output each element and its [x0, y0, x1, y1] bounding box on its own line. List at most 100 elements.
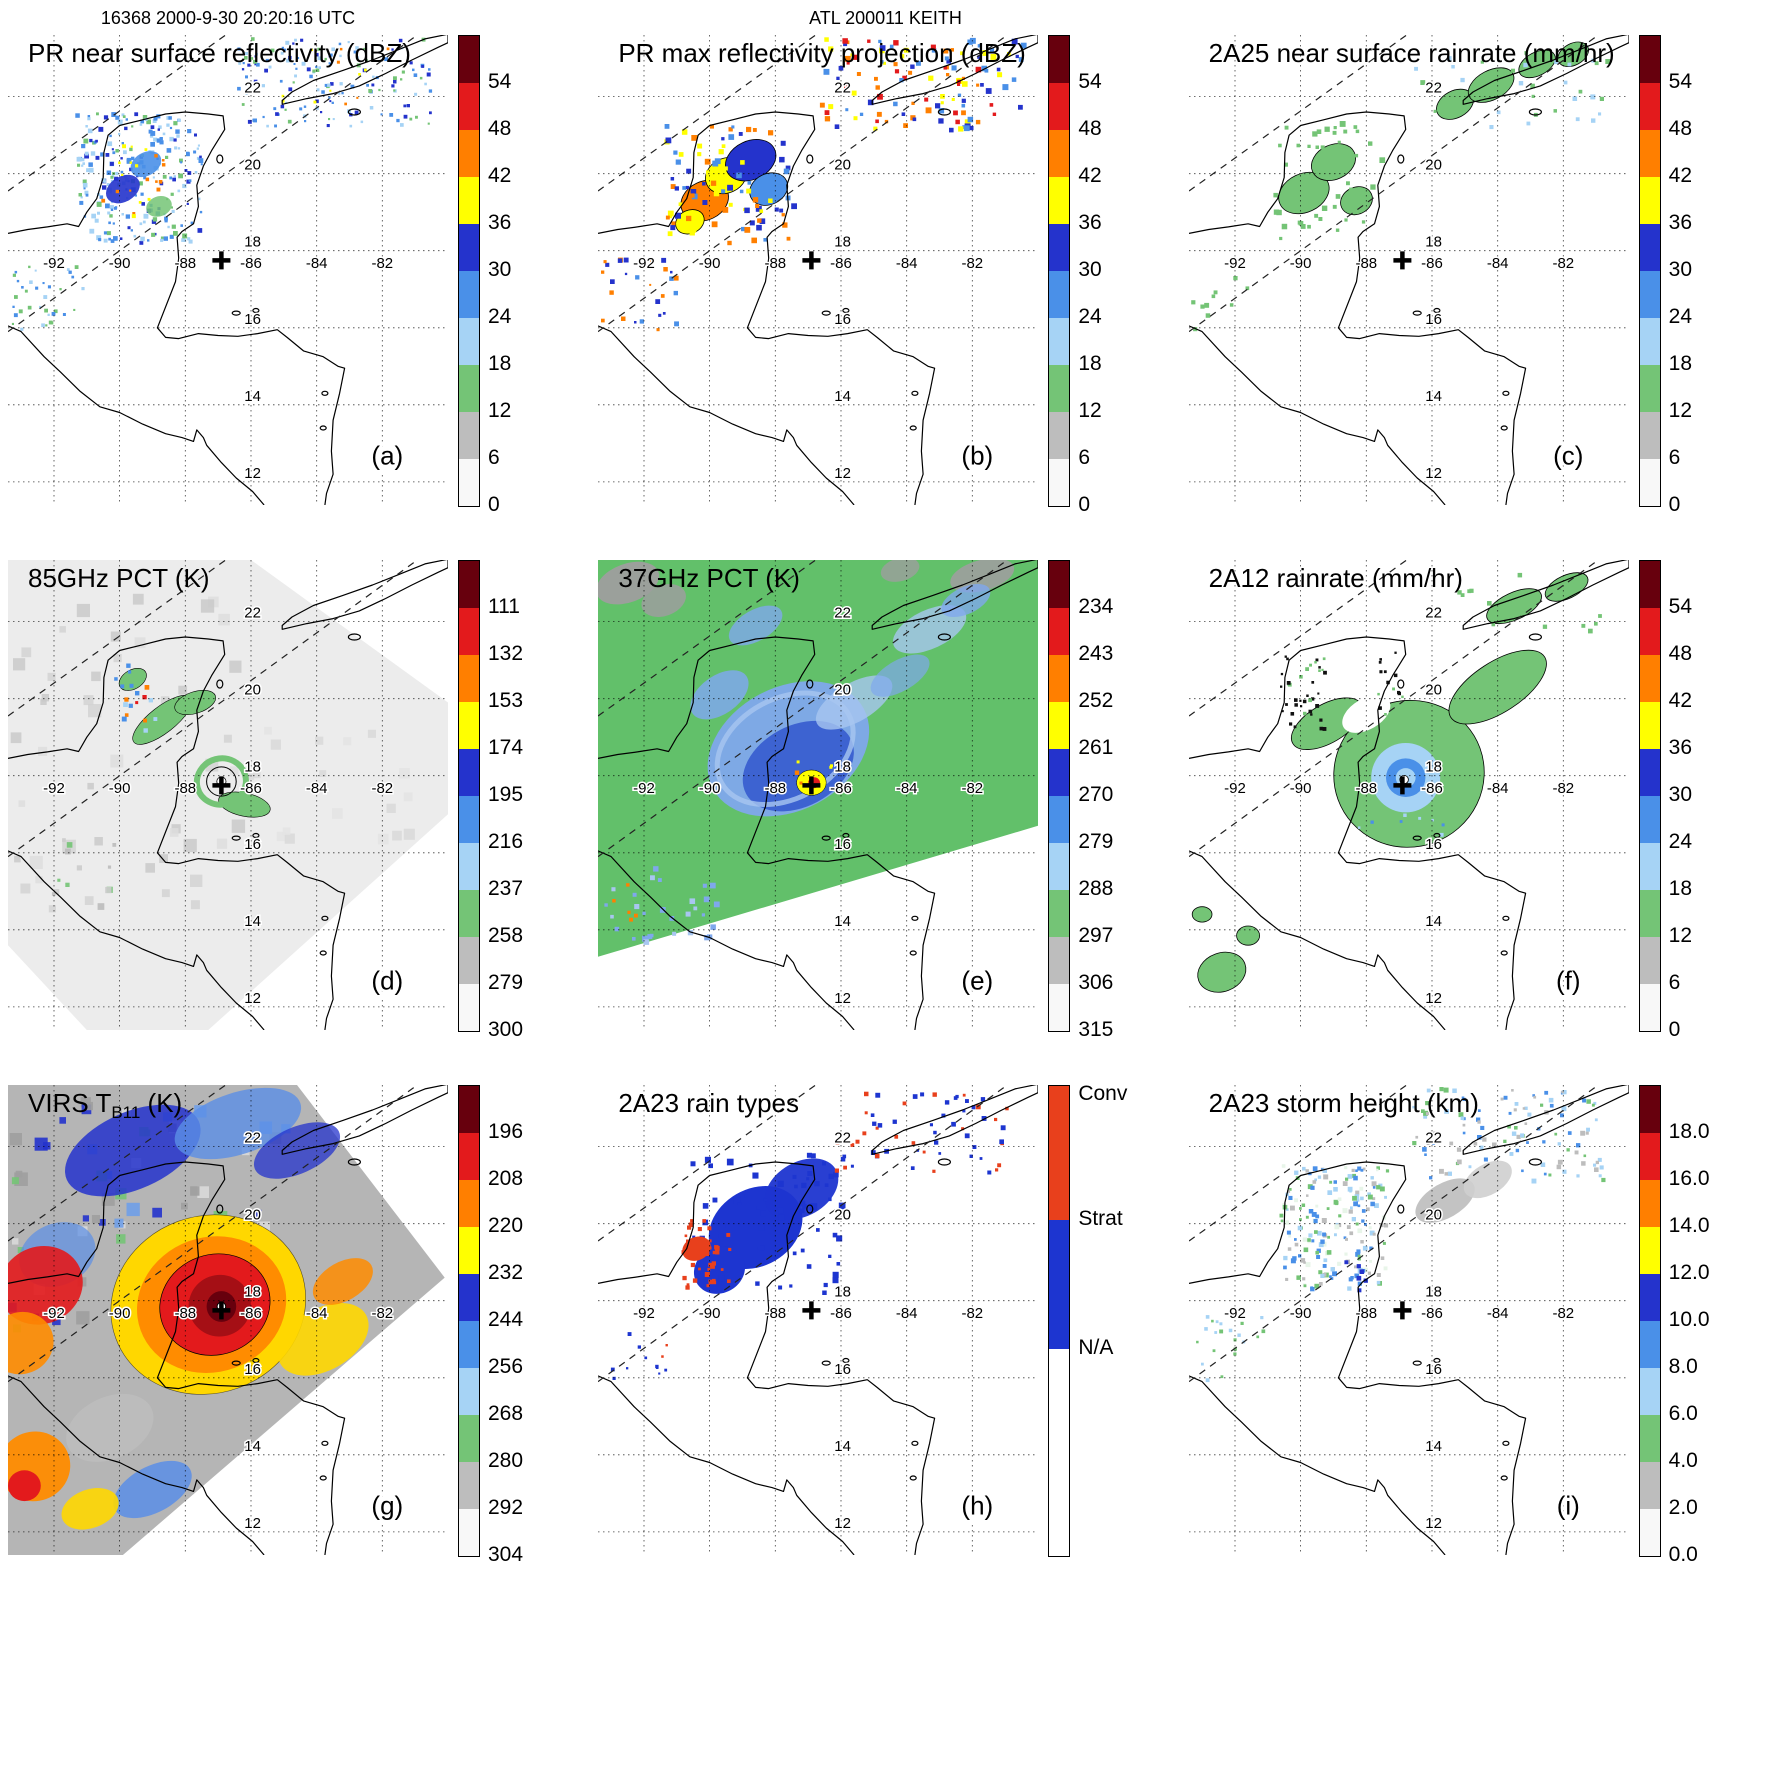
colorbar-category-label: N/A — [1078, 1336, 1114, 1360]
colorbar-segment — [1049, 984, 1070, 1031]
data-blob — [690, 670, 749, 720]
lat-label: 18 — [835, 1284, 852, 1301]
panel-title-text: 2A25 near surface rainrate (mm/hr) — [1208, 38, 1615, 68]
lat-label: 22 — [244, 605, 261, 622]
data-blob — [277, 1302, 369, 1376]
data-speckle-layer — [75, 112, 204, 245]
swath-edge-line — [8, 35, 419, 333]
lat-label: 12 — [244, 990, 261, 1007]
data-blob — [870, 654, 930, 697]
lat-label: 18 — [835, 234, 852, 251]
colorbar-segment — [1639, 843, 1660, 890]
swath-edge-line — [8, 560, 419, 858]
island-outline — [1528, 633, 1542, 641]
lon-label: -86 — [830, 255, 852, 272]
map-h: -92 -90 -88 -86 -84 -82 22 20 18 16 14 12 (h) — [598, 1085, 1039, 1555]
lat-label: 14 — [1425, 388, 1442, 405]
colorbar-tick-label: 18.0 — [1668, 1120, 1710, 1143]
coastline-mainland — [1188, 1161, 1526, 1555]
lat-label: 20 — [244, 682, 261, 699]
data-blob — [1518, 49, 1556, 79]
panel-title-a: PR near surface reflectivity (dBZ) — [28, 38, 411, 69]
swath-edge-line — [8, 560, 227, 717]
lat-label: 16 — [1425, 311, 1442, 328]
colorbar-segment — [1639, 1368, 1660, 1415]
colorbar-segment — [459, 1415, 479, 1462]
colorbar-g: 196 208 220 232 244 256 268 280 292 304 — [458, 1085, 583, 1565]
island-outline — [1412, 1360, 1422, 1366]
panel-letter: (h) — [962, 1491, 994, 1521]
lat-label: 14 — [835, 913, 852, 930]
lon-label: -88 — [174, 1305, 196, 1322]
colorbar-segment — [1639, 224, 1660, 271]
colorbar-segment — [1639, 937, 1660, 984]
colorbar-tick-label: 36 — [1668, 736, 1693, 759]
colorbar-tick-label: 30 — [1668, 258, 1693, 281]
colorbar-tick-label: 288 — [1078, 877, 1114, 900]
colorbar-tick-label: 252 — [1078, 689, 1114, 712]
orbit-datetime-header: 16368 2000-9-30 20:20:16 UTC — [100, 8, 356, 28]
colorbar-d: 111 132 153 174 195 216 237 258 279 300 — [458, 560, 583, 1040]
panel-g: VIRS TB11 (K) -92 -90 -88 -86 -84 -82 22 20 18 16 1… — [0, 1080, 590, 1605]
data-speckle-layer — [601, 257, 680, 332]
colorbar-segment — [459, 702, 479, 749]
lon-label: -90 — [1289, 780, 1311, 797]
island-outline — [1528, 1158, 1542, 1166]
data-speckle-layer — [10, 593, 246, 913]
panel-title-text: 2A23 rain types — [618, 1088, 799, 1118]
panel-d: 85GHz PCT (K) -92 -90 -88 -86 -84 -82 22 20 18 16 1… — [0, 555, 590, 1080]
colorbar-segment — [459, 890, 479, 937]
coastline-pacific — [598, 325, 855, 505]
lon-label: -82 — [1552, 255, 1574, 272]
colorbar-tick-label: 18 — [1668, 877, 1693, 900]
colorbar-segment — [459, 36, 479, 83]
swath-edge-line — [8, 1085, 227, 1242]
colorbar-tick-label: 36 — [488, 211, 512, 234]
lat-label: 20 — [244, 1207, 261, 1224]
graticule-labels: -92 -90 -88 -86 -84 -82 22 20 18 16 14 12 — [632, 603, 985, 1008]
colorbar-bar — [1048, 1085, 1071, 1557]
colorbar-tick-label: 48 — [1078, 117, 1102, 140]
panel-letter: (b) — [962, 441, 994, 471]
island-outline — [909, 425, 918, 431]
colorbar-tick-label: 12 — [1668, 924, 1693, 947]
panel-c: 2A25 near surface rainrate (mm/hr) -92 -90… — [1181, 30, 1771, 555]
swath-edge-line — [1188, 1085, 1408, 1242]
colorbar-segment — [1639, 318, 1660, 365]
island-outline — [321, 915, 329, 921]
colorbar-segment — [1639, 271, 1660, 318]
map-layers-f: -92 -90 -88 -86 -84 -82 22 20 18 16 14 12 (f) — [1188, 560, 1629, 1030]
panel-title-g: VIRS TB11 (K) — [28, 1088, 182, 1123]
colorbar-tick-label: 232 — [488, 1261, 524, 1284]
colorbar-segment — [459, 271, 479, 318]
data-speckle-layer — [1279, 1164, 1389, 1292]
colorbar-tick-label: 4.0 — [1668, 1449, 1698, 1472]
colorbar-segment — [1639, 1509, 1660, 1556]
panel-letter: (a) — [371, 441, 403, 471]
data-speckle-layer — [1344, 1260, 1368, 1293]
colorbar-i: 18.0 16.0 14.0 12.0 10.0 8.0 6.0 4.0 2.0 0.0 — [1638, 1085, 1764, 1565]
storm-center-marker — [802, 776, 821, 795]
data-blob — [1235, 925, 1260, 946]
colorbar-tick-label: 42 — [1668, 689, 1693, 712]
colorbar-tick-label: 18 — [1668, 352, 1693, 375]
lon-label: -90 — [109, 1305, 131, 1322]
lon-label: -86 — [240, 1305, 262, 1322]
island-outline — [1412, 835, 1422, 841]
colorbar-tick-label: 30 — [488, 258, 512, 281]
colorbar-tick-label: 0 — [1668, 1018, 1681, 1041]
lon-label: -88 — [1355, 780, 1377, 797]
data-blob — [130, 151, 162, 178]
panel-title-f: 2A12 rainrate (mm/hr) — [1209, 563, 1463, 594]
colorbar-tick-label: 306 — [1078, 971, 1114, 994]
colorbar-segment — [1049, 224, 1070, 271]
island-outline — [909, 1475, 918, 1481]
colorbar-tick-label: 279 — [488, 971, 524, 994]
colorbar-tick-label: 54 — [1668, 70, 1693, 93]
colorbar-segment — [1639, 459, 1660, 506]
lon-label: -90 — [1289, 255, 1311, 272]
lat-label: 14 — [244, 388, 261, 405]
lon-label: -92 — [633, 1305, 655, 1322]
lon-label: -86 — [1421, 780, 1443, 797]
island-outline — [1528, 108, 1542, 116]
